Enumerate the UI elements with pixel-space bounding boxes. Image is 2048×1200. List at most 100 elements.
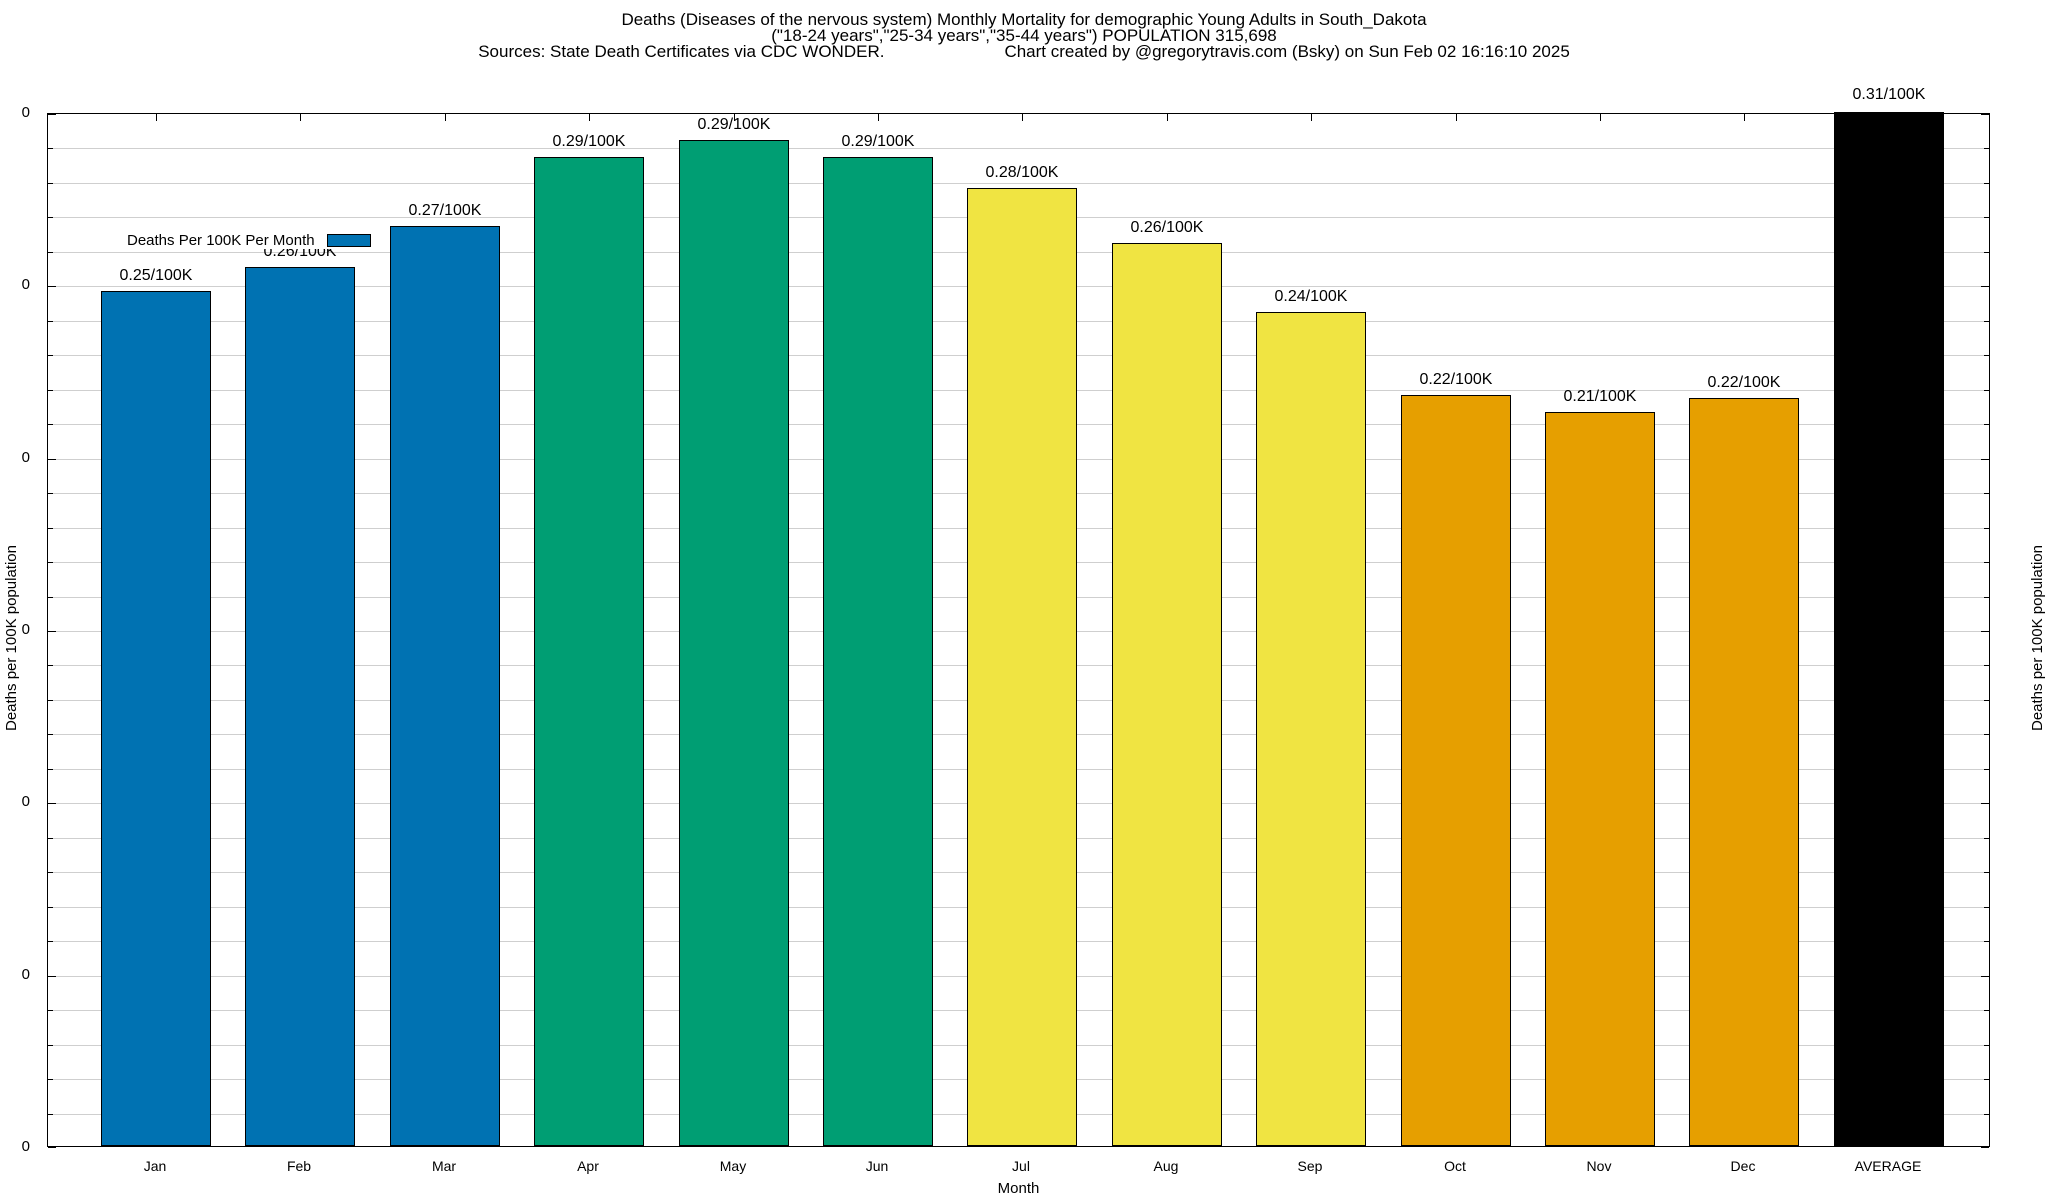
y-tick-right [1984, 1010, 1989, 1011]
y-tick-left [48, 217, 53, 218]
y-tick-right [1984, 562, 1989, 563]
y-tick-right [1984, 1079, 1989, 1080]
x-tick-top [1311, 114, 1312, 121]
y-tick-left [48, 562, 53, 563]
bar-value-label: 0.21/100K [1563, 388, 1637, 405]
x-tick-label: Nov [1586, 1158, 1612, 1174]
y-tick-right [1984, 734, 1989, 735]
y-tick-right [1984, 907, 1989, 908]
y-tick-right [1981, 976, 1989, 977]
y-tick-right [1984, 252, 1989, 253]
bar-nov [1545, 412, 1655, 1146]
y-tick-right [1981, 459, 1989, 460]
y-tick-left [48, 252, 53, 253]
y-tick-right [1981, 1147, 1989, 1148]
y-tick-left [48, 114, 56, 115]
y-tick-right [1984, 700, 1989, 701]
y-tick-left [48, 597, 53, 598]
y-tick-left [48, 769, 53, 770]
y-tick-label: 0 [21, 276, 30, 293]
bar-jan [101, 291, 211, 1146]
x-tick-top [1022, 114, 1023, 121]
y-tick-left [48, 734, 53, 735]
x-tick-label: Jul [1012, 1158, 1030, 1174]
y-tick-right [1984, 424, 1989, 425]
y-tick-right [1984, 528, 1989, 529]
y-axis-label-right: Deaths per 100K population [2029, 545, 2046, 731]
y-tick-right [1981, 286, 1989, 287]
y-tick-right [1984, 390, 1989, 391]
x-tick-top [1600, 114, 1601, 121]
x-tick-top [300, 114, 301, 121]
y-tick-right [1981, 631, 1989, 632]
y-tick-right [1984, 321, 1989, 322]
bar-value-label: 0.31/100K [1852, 86, 1926, 103]
y-tick-left [48, 390, 53, 391]
y-tick-left [48, 286, 56, 287]
bar-value-label: 0.25/100K [119, 267, 193, 284]
y-tick-left [48, 493, 53, 494]
legend: Deaths Per 100K Per Month [123, 232, 375, 249]
bar-value-label: 0.22/100K [1419, 371, 1493, 388]
y-tick-left [48, 838, 53, 839]
x-tick-label: Feb [286, 1158, 312, 1174]
bar-value-label: 0.27/100K [408, 202, 482, 219]
x-tick-label: Sep [1297, 1158, 1323, 1174]
y-tick-left [48, 528, 53, 529]
x-tick-top [156, 114, 157, 121]
y-tick-right [1984, 769, 1989, 770]
sources-text: Sources: State Death Certificates via CD… [478, 42, 885, 61]
x-tick-label: Aug [1153, 1158, 1179, 1174]
y-tick-right [1984, 1114, 1989, 1115]
y-tick-left [48, 1079, 53, 1080]
bar-value-label: 0.24/100K [1274, 288, 1348, 305]
y-tick-left [48, 183, 53, 184]
y-tick-left [48, 803, 56, 804]
x-tick-label: Jun [865, 1158, 889, 1174]
y-tick-right [1981, 803, 1989, 804]
y-tick-left [48, 976, 56, 977]
y-tick-right [1984, 872, 1989, 873]
plot-area: Deaths Per 100K Per Month 0.25/100K 0.26/… [47, 86, 1990, 1148]
bar-mar [390, 226, 500, 1146]
y-tick-right [1981, 114, 1989, 115]
y-tick-left [48, 1114, 53, 1115]
y-tick-left [48, 631, 56, 632]
y-tick-left [48, 907, 53, 908]
y-tick-right [1984, 183, 1989, 184]
bar-jul [967, 188, 1077, 1146]
x-tick-top [1744, 114, 1745, 121]
x-tick-label: Jan [143, 1158, 167, 1174]
y-tick-left [48, 665, 53, 666]
bar-value-label: 0.29/100K [697, 116, 771, 133]
x-tick-label: Dec [1730, 1158, 1756, 1174]
y-tick-left [48, 1045, 53, 1046]
bar-feb [245, 267, 355, 1146]
y-tick-right [1984, 941, 1989, 942]
y-tick-left [48, 148, 53, 149]
x-axis-title: Month [997, 1180, 1040, 1197]
bar-jun [823, 157, 933, 1146]
y-tick-right [1984, 493, 1989, 494]
y-tick-label: 0 [21, 621, 30, 638]
y-tick-left [48, 355, 53, 356]
bar-aug [1112, 243, 1222, 1146]
x-tick-label: Apr [577, 1158, 599, 1174]
bar-value-label: 0.22/100K [1707, 374, 1781, 391]
y-tick-right [1984, 355, 1989, 356]
bar-value-label: 0.29/100K [552, 133, 626, 150]
y-tick-left [48, 1147, 56, 1148]
bar-value-label: 0.28/100K [985, 164, 1059, 181]
y-axis-label-left: Deaths per 100K population [3, 545, 20, 731]
y-tick-label: 0 [21, 104, 30, 121]
bar-dec [1689, 398, 1799, 1146]
x-tick-top [589, 114, 590, 121]
y-tick-right [1984, 665, 1989, 666]
chart-title: Deaths (Diseases of the nervous system) … [621, 10, 1427, 29]
y-tick-left [48, 872, 53, 873]
legend-label: Deaths Per 100K Per Month [127, 232, 315, 249]
y-tick-left [48, 459, 56, 460]
y-tick-right [1984, 838, 1989, 839]
gridline [48, 148, 1989, 149]
